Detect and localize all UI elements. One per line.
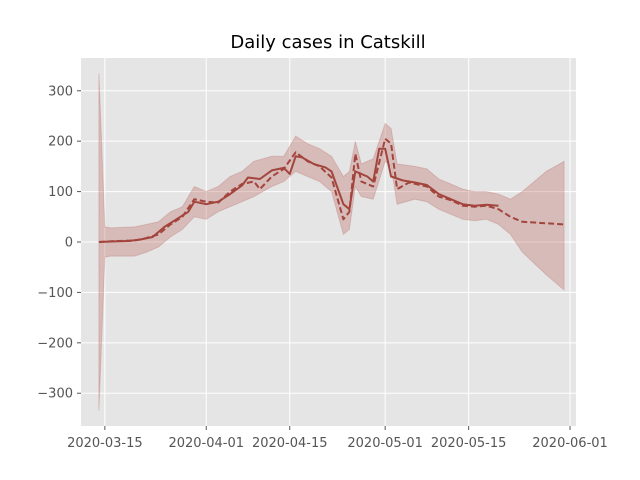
x-tick-label: 2020-05-01 (347, 436, 423, 451)
x-tick-label: 2020-03-15 (67, 436, 143, 451)
confidence-band (98, 73, 565, 411)
confidence-band-area (98, 73, 565, 411)
chart-title: Daily cases in Catskill (230, 32, 425, 53)
x-tick-label: 2020-06-01 (532, 436, 608, 451)
y-tick-label: 300 (48, 84, 73, 99)
grid (81, 58, 576, 426)
y-tick-label: 0 (65, 236, 73, 251)
x-axis: 2020-03-15 2020-04-01 2020-04-15 2020-05-01… (67, 426, 608, 451)
series-lines (98, 137, 565, 243)
series-line-dashed (98, 137, 565, 243)
x-tick-label: 2020-04-15 (252, 436, 328, 451)
y-tick-label: −300 (37, 387, 73, 402)
x-tick-label: 2020-04-01 (168, 436, 244, 451)
x-tick-label: 2020-05-15 (431, 436, 507, 451)
y-tick-label: −100 (37, 286, 73, 301)
y-tick-label: −200 (37, 336, 73, 351)
y-tick-label: 100 (48, 185, 73, 200)
y-axis: −300 −200 −100 0 100 200 300 (37, 84, 81, 402)
y-tick-label: 200 (48, 135, 73, 150)
